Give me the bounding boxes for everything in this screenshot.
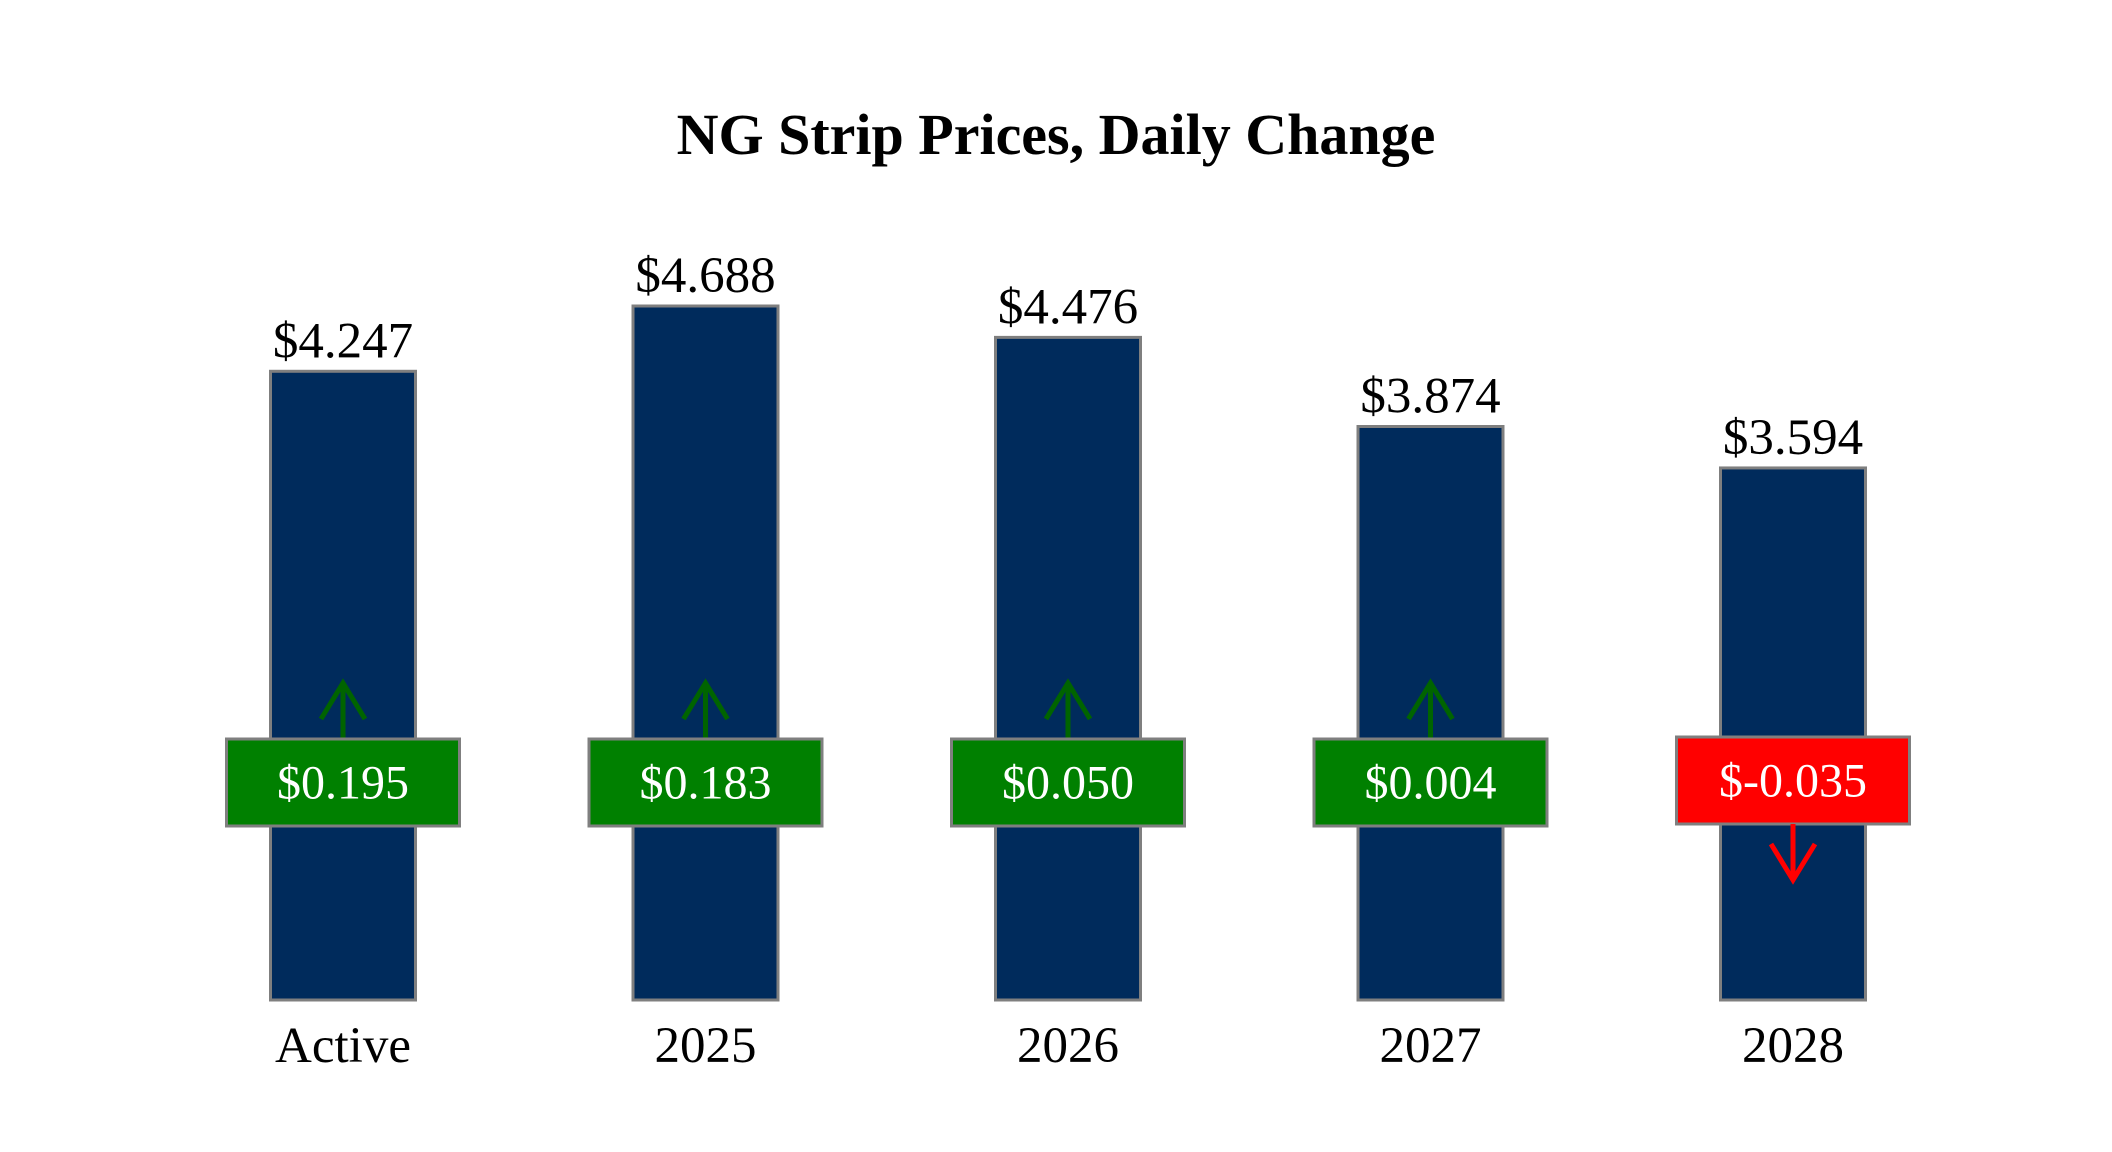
chart-title: NG Strip Prices, Daily Change [677,102,1436,167]
change-badge-group: $0.183 [587,678,824,828]
change-label: $0.183 [640,757,772,810]
down-arrow-head-icon [1768,842,1818,885]
badges-layer: $0.195 $0.183 $0.050 $0.004 $-0.035 [225,678,1911,885]
bar-value-label: $4.476 [998,279,1138,335]
change-badge-group: $-0.035 [1675,735,1911,885]
change-label: $0.004 [1365,757,1497,810]
change-badge [1312,737,1549,828]
change-badge [1675,735,1911,826]
change-label: $0.195 [277,757,409,810]
bar-2028 [1719,466,1867,1002]
change-badge [587,737,824,828]
change-badge-group: $0.050 [950,678,1186,828]
change-badge-group: $0.195 [225,678,461,828]
up-arrow-head-icon [681,678,730,721]
labels-layer: $4.247 Active $4.688 2025 $4.476 2026 $3.874 20… [273,248,1863,1074]
category-label: 2025 [655,1018,757,1074]
bar-2026 [994,335,1142,1002]
category-label: 2027 [1380,1018,1482,1074]
bar-value-label: $4.247 [273,313,413,369]
bar-value-label: $4.688 [635,248,775,304]
change-badge-group: $0.004 [1312,678,1549,828]
up-arrow-head-icon [1043,678,1093,721]
change-badge [950,737,1186,828]
category-label: Active [275,1018,411,1074]
bar-value-label: $3.594 [1723,410,1863,466]
change-label: $-0.035 [1719,755,1867,808]
category-label: 2028 [1742,1018,1844,1074]
category-label: 2026 [1017,1018,1119,1074]
bar-value-label: $3.874 [1360,369,1500,425]
bar-2025 [631,304,780,1002]
bars-layer [269,304,1867,1002]
change-label: $0.050 [1002,757,1134,810]
up-arrow-head-icon [1406,678,1455,721]
up-arrow-head-icon [318,678,368,721]
change-badge [225,737,461,828]
